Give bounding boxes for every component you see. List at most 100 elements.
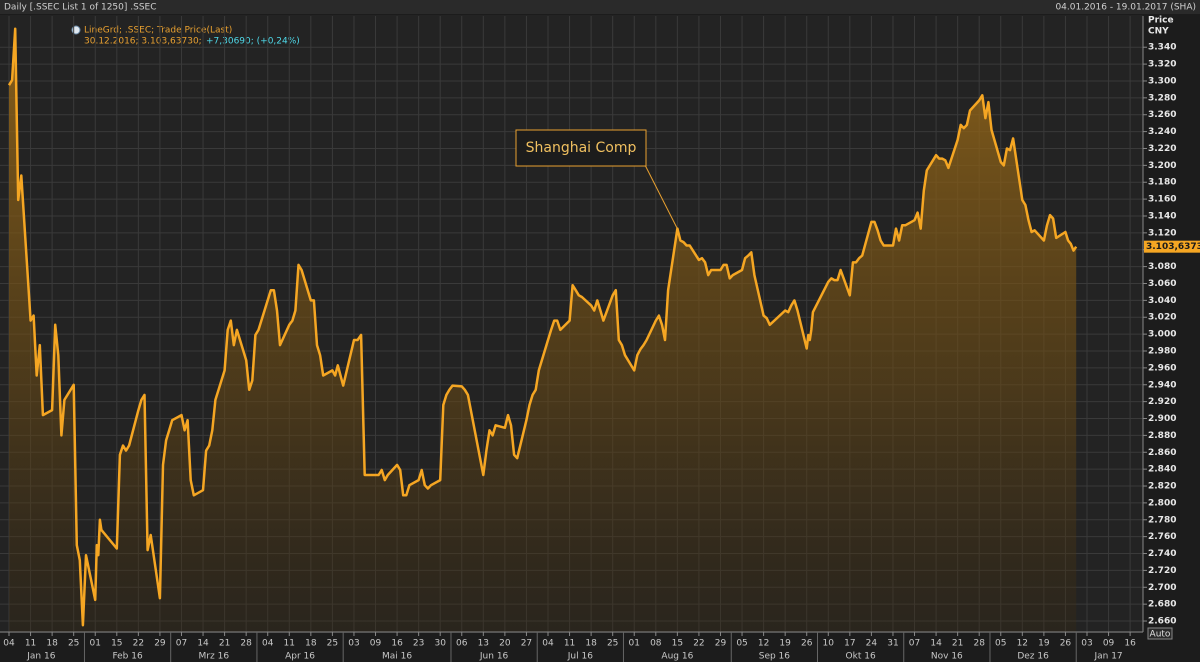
x-tick-label: 10	[823, 639, 835, 649]
y-tick-label: 3.160	[1148, 195, 1176, 205]
month-label: Jun 16	[479, 652, 509, 662]
x-tick-label: 21	[952, 639, 963, 649]
x-tick-label: 22	[693, 639, 704, 649]
month-label: Nov 16	[931, 652, 963, 662]
x-tick-label: 12	[1017, 639, 1028, 649]
x-tick-label: 04	[3, 639, 15, 649]
y-axis-unit: CNY	[1148, 27, 1169, 37]
area	[9, 28, 1077, 632]
x-tick-label: 31	[887, 639, 898, 649]
y-tick-label: 2.720	[1148, 566, 1176, 576]
y-tick-label: 3.260	[1148, 110, 1176, 120]
x-tick-label: 11	[564, 639, 575, 649]
x-tick-label: 25	[327, 639, 338, 649]
x-tick-label: 21	[219, 639, 230, 649]
annotation-leader	[644, 164, 678, 229]
y-tick-label: 3.220	[1148, 144, 1176, 154]
legend-change: +7,30690; (+0,24%)	[206, 37, 300, 47]
x-tick-label: 08	[650, 639, 662, 649]
x-tick-label: 22	[133, 639, 144, 649]
month-label: Okt 16	[846, 652, 876, 662]
y-tick-label: 2.820	[1148, 482, 1176, 492]
y-tick-label: 2.840	[1148, 465, 1176, 475]
y-tick-label: 2.880	[1148, 431, 1176, 441]
x-tick-label: 15	[111, 639, 122, 649]
y-tick-label: 3.240	[1148, 127, 1176, 137]
price-line	[7, 27, 1078, 627]
x-tick-label: 19	[779, 639, 791, 649]
x-tick-label: 11	[284, 639, 295, 649]
x-tick-label: 04	[542, 639, 554, 649]
y-tick-label: 3.340	[1148, 43, 1176, 53]
x-tick-label: 17	[844, 639, 855, 649]
y-tick-label: 3.020	[1148, 313, 1176, 323]
y-tick-label: 2.780	[1148, 515, 1176, 525]
month-label: Jan 16	[26, 652, 55, 662]
x-tick-label: 15	[672, 639, 683, 649]
x-tick-label: 29	[715, 639, 727, 649]
auto-label[interactable]: Auto	[1150, 630, 1171, 640]
x-tick-label: 28	[973, 639, 985, 649]
y-tick-label: 2.860	[1148, 448, 1176, 458]
y-tick-label: 2.980	[1148, 347, 1176, 357]
x-tick-label: 07	[176, 639, 187, 649]
x-tick-label: 05	[995, 639, 1006, 649]
y-tick-label: 2.900	[1148, 414, 1176, 424]
x-tick-label: 14	[930, 639, 942, 649]
y-tick-label: 2.960	[1148, 363, 1176, 373]
x-tick-label: 25	[68, 639, 79, 649]
legend-line: LineGrd; .SSEC; Trade Price(Last)	[84, 26, 232, 36]
month-label: Mai 16	[382, 652, 412, 662]
x-tick-label: 29	[154, 639, 166, 649]
x-tick-label: 27	[521, 639, 532, 649]
x-tick-label: 01	[90, 639, 101, 649]
header-range: 04.01.2016 - 19.01.2017 (SHA)	[1055, 3, 1196, 13]
x-tick-label: 12	[758, 639, 769, 649]
x-tick-label: 16	[1124, 639, 1136, 649]
y-tick-label: 3.300	[1148, 76, 1176, 86]
auto-button[interactable]	[1147, 627, 1173, 640]
y-tick-label: 3.000	[1148, 330, 1176, 340]
x-tick-label: 18	[585, 639, 597, 649]
y-tick-label: 2.920	[1148, 397, 1176, 407]
y-tick-label: 3.120	[1148, 228, 1176, 238]
x-tick-label: 30	[434, 639, 446, 649]
x-tick-label: 14	[197, 639, 209, 649]
annotation-box	[515, 129, 647, 167]
month-label: Feb 16	[112, 652, 143, 662]
y-tick-label: 3.320	[1148, 60, 1176, 70]
month-label: Sep 16	[759, 652, 791, 662]
month-label: Apr 16	[285, 652, 315, 662]
y-tick-label: 3.200	[1148, 161, 1176, 171]
x-tick-label: 01	[629, 639, 640, 649]
y-tick-label: 2.680	[1148, 600, 1176, 610]
x-tick-label: 03	[1081, 639, 1092, 649]
x-tick-label: 11	[25, 639, 36, 649]
x-tick-label: 23	[413, 639, 424, 649]
y-tick-label: 2.660	[1148, 617, 1176, 627]
x-tick-label: 18	[46, 639, 58, 649]
y-axis-title: Price	[1148, 16, 1174, 26]
month-label: Dez 16	[1017, 652, 1049, 662]
x-tick-label: 19	[1038, 639, 1050, 649]
x-tick-label: 07	[909, 639, 920, 649]
x-tick-label: 16	[391, 639, 403, 649]
x-tick-label: 06	[456, 639, 468, 649]
y-tick-label: 2.760	[1148, 532, 1176, 542]
x-tick-label: 04	[262, 639, 274, 649]
y-tick-label: 3.140	[1148, 211, 1176, 221]
last-price-tag	[1144, 240, 1200, 253]
month-label: Jan 17	[1093, 652, 1122, 662]
y-tick-label: 3.280	[1148, 93, 1176, 103]
y-tick-label: 3.060	[1148, 279, 1176, 289]
y-tick-label: 2.740	[1148, 549, 1176, 559]
x-tick-label: 13	[478, 639, 489, 649]
legend-last: 30.12.2016; 3.103,63730;	[84, 37, 202, 47]
y-tick-label: 3.180	[1148, 178, 1176, 188]
x-tick-label: 26	[1060, 639, 1072, 649]
header-title: Daily [.SSEC List 1 of 1250] .SSEC	[4, 3, 157, 13]
x-tick-label: 24	[866, 639, 878, 649]
x-tick-label: 28	[240, 639, 252, 649]
y-tick-label: 2.700	[1148, 583, 1176, 593]
